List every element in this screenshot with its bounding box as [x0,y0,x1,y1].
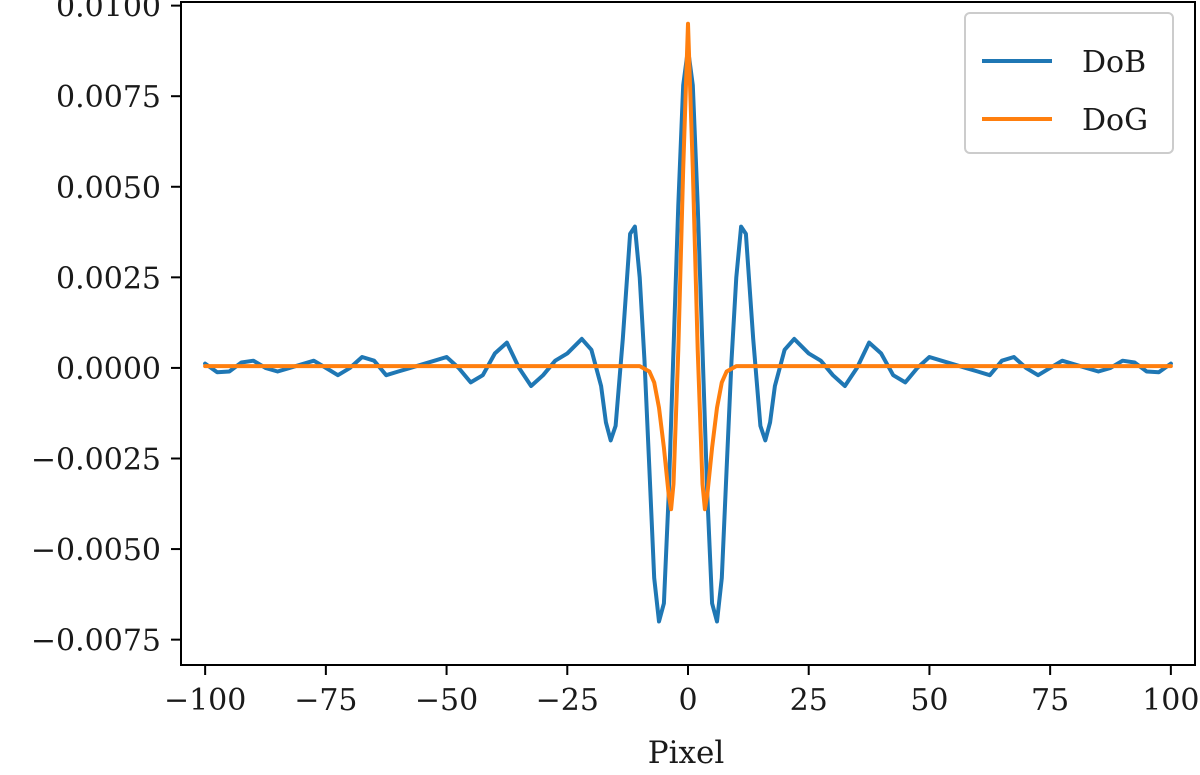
series-line-dog [203,21,1173,512]
y-tick-label: −0.0050 [31,533,161,568]
x-axis-title: Pixel [648,735,725,771]
x-tick-label: −100 [164,683,246,718]
y-axis: 0.0100 0.0075 0.0050 0.0025 0.0000 −0.0025 −0.… [31,0,181,659]
legend-label-dog: DoG [1082,103,1148,138]
x-tick-label: −50 [415,683,478,718]
x-tick-label: −25 [536,683,599,718]
x-tick-label: 0 [678,683,697,718]
x-tick-label: 75 [1031,683,1069,718]
x-tick-label: 50 [910,683,948,718]
y-tick-label: −0.0075 [31,624,161,659]
x-axis: −100 −75 −50 −25 0 25 50 75 100 [164,665,1199,718]
x-tick-label: 25 [790,683,828,718]
x-tick-label: 100 [1142,683,1199,718]
y-tick-label: 0.0000 [56,352,161,387]
series-layer [203,21,1173,624]
legend: DoB DoG [964,12,1174,154]
x-tick-label: −75 [294,683,357,718]
legend-label-dob: DoB [1082,45,1146,80]
y-tick-label: 0.0100 [56,0,161,25]
y-tick-label: 0.0075 [56,80,161,115]
y-tick-label: 0.0050 [56,171,161,206]
y-tick-label: −0.0025 [31,442,161,477]
y-tick-label: 0.0025 [56,261,161,296]
